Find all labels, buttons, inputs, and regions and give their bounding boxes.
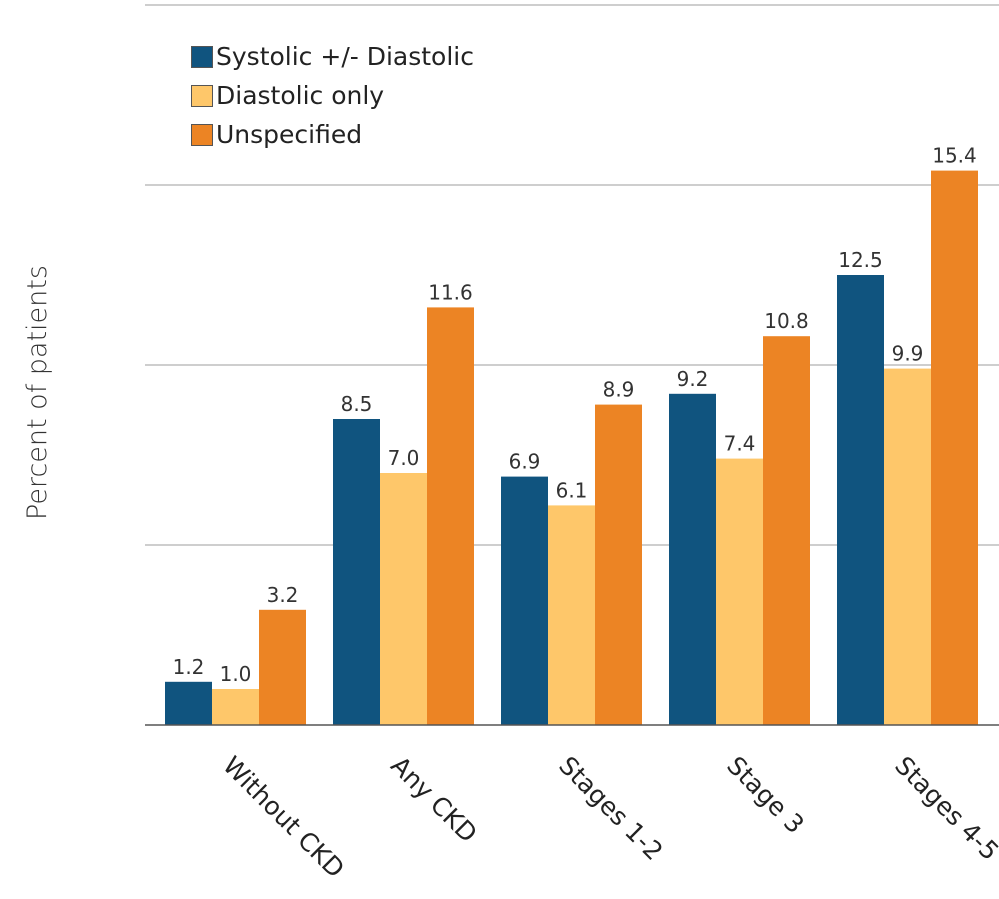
data-label: 8.9 — [603, 378, 635, 402]
bar-diastolic — [716, 458, 763, 725]
x-tick-label: Any CKD — [385, 751, 482, 848]
y-axis-label: Percent of patients — [22, 265, 53, 520]
x-tick-label: Stages 1-2 — [553, 751, 668, 866]
data-label: 6.1 — [556, 478, 588, 502]
data-label: 7.4 — [724, 432, 756, 456]
data-label: 8.5 — [341, 392, 373, 416]
legend: Systolic +/- Diastolic Diastolic only Un… — [191, 37, 474, 154]
x-tick-labels: Without CKD Any CKD Stages 1-2 Stage 3 Stage… — [217, 751, 999, 884]
data-label: 3.2 — [267, 583, 299, 607]
data-label: 11.6 — [428, 280, 473, 304]
bar-diastolic — [212, 689, 259, 725]
bar-diastolic — [380, 473, 427, 725]
x-tick-label: Stages 4-5 — [889, 751, 999, 866]
legend-swatch-unspecified — [191, 123, 213, 146]
legend-label-systolic: Systolic +/- Diastolic — [216, 42, 474, 71]
bar-unspecified — [427, 307, 474, 725]
data-label: 10.8 — [764, 309, 809, 333]
legend-swatch-systolic — [191, 45, 213, 68]
legend-label-unspecified: Unspecified — [216, 120, 363, 149]
data-label: 7.0 — [388, 446, 420, 470]
bar-systolic — [501, 476, 548, 725]
bar-systolic — [669, 393, 716, 725]
legend-swatch-diastolic — [191, 84, 213, 107]
data-labels: 1.2 1.0 3.2 8.5 7.0 11.6 6.9 6.1 8.9 9.2 7.4 10.8 12… — [173, 144, 977, 686]
legend-item-systolic: Systolic +/- Diastolic — [191, 37, 474, 76]
x-tick-label: Stage 3 — [721, 751, 809, 839]
bar-unspecified — [931, 170, 978, 726]
data-label: 6.9 — [509, 450, 541, 474]
data-label: 15.4 — [932, 144, 977, 168]
legend-item-diastolic: Diastolic only — [191, 76, 474, 115]
bar-systolic — [165, 681, 212, 725]
bar-systolic — [333, 419, 380, 725]
data-label: 9.2 — [677, 367, 709, 391]
bar-systolic — [837, 275, 884, 725]
bars — [165, 170, 978, 726]
data-label: 1.0 — [220, 662, 252, 686]
legend-label-diastolic: Diastolic only — [216, 81, 385, 110]
bar-unspecified — [259, 609, 306, 725]
legend-item-unspecified: Unspecified — [191, 115, 474, 154]
data-label: 12.5 — [838, 248, 883, 272]
data-label: 9.9 — [892, 342, 924, 366]
bar-unspecified — [595, 404, 642, 725]
bar-diastolic — [884, 368, 931, 725]
x-tick-label: Without CKD — [217, 751, 350, 884]
bar-diastolic — [548, 505, 595, 725]
bar-unspecified — [763, 336, 810, 725]
data-label: 1.2 — [173, 655, 205, 679]
